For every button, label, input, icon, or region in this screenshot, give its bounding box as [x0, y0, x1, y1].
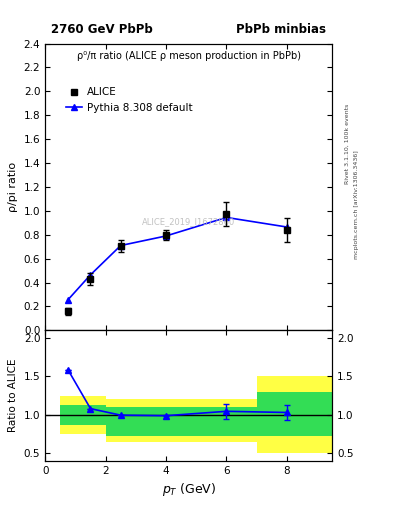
Text: mcplots.cern.ch [arXiv:1306.3436]: mcplots.cern.ch [arXiv:1306.3436]: [354, 151, 359, 259]
Text: Rivet 3.1.10, 100k events: Rivet 3.1.10, 100k events: [345, 103, 350, 183]
Y-axis label: Ratio to ALICE: Ratio to ALICE: [8, 359, 18, 432]
Text: 2760 GeV PbPb: 2760 GeV PbPb: [51, 23, 153, 36]
Text: ρ⁰/π ratio (ALICE ρ meson production in PbPb): ρ⁰/π ratio (ALICE ρ meson production in …: [77, 51, 301, 61]
Legend: ALICE, Pythia 8.308 default: ALICE, Pythia 8.308 default: [62, 83, 196, 117]
Text: PbPb minbias: PbPb minbias: [236, 23, 326, 36]
Text: ALICE_2019_I1672860: ALICE_2019_I1672860: [142, 217, 235, 226]
X-axis label: $p_T$ (GeV): $p_T$ (GeV): [162, 481, 216, 498]
Y-axis label: ρ/pi ratio: ρ/pi ratio: [8, 162, 18, 212]
